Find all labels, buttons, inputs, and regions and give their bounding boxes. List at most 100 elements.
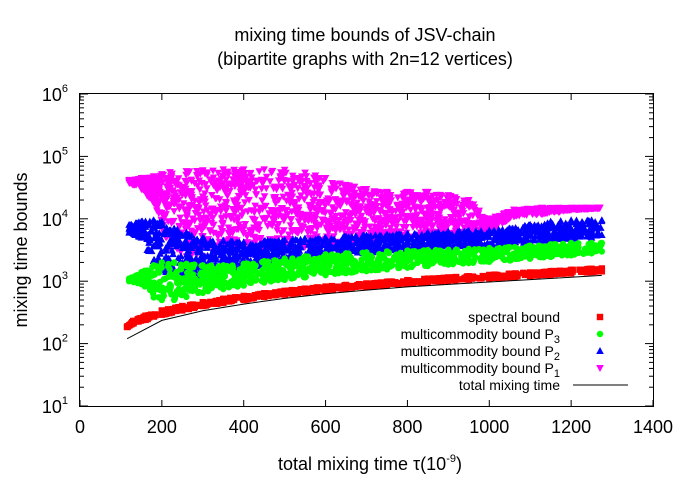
data-point xyxy=(285,231,293,239)
data-point xyxy=(223,169,232,177)
data-point xyxy=(233,201,242,209)
data-point xyxy=(328,180,337,188)
data-point xyxy=(131,180,140,188)
data-point xyxy=(207,299,214,306)
data-point xyxy=(191,197,199,205)
data-point xyxy=(511,224,520,232)
x-axis-label-main: total mixing time τ(10 xyxy=(278,454,446,474)
data-point xyxy=(271,241,280,249)
data-point xyxy=(473,238,482,246)
data-point xyxy=(546,217,555,225)
data-point xyxy=(465,276,473,283)
data-point xyxy=(598,239,606,247)
data-point xyxy=(375,242,384,250)
data-point xyxy=(169,250,177,258)
data-point xyxy=(398,280,405,287)
data-point xyxy=(383,188,391,196)
data-point xyxy=(274,274,282,281)
data-point xyxy=(198,233,207,241)
data-point xyxy=(301,213,310,221)
data-point xyxy=(427,217,436,225)
data-point xyxy=(431,203,440,211)
data-point xyxy=(286,264,293,271)
data-point xyxy=(335,256,342,264)
data-point xyxy=(504,233,512,241)
data-point xyxy=(343,220,352,228)
data-point xyxy=(240,244,249,252)
data-point xyxy=(190,217,199,225)
data-point xyxy=(474,210,483,218)
data-point xyxy=(310,246,319,254)
data-point xyxy=(163,203,172,211)
data-point xyxy=(184,219,193,227)
data-point xyxy=(239,172,247,180)
data-point xyxy=(241,192,250,200)
data-point xyxy=(193,204,201,212)
data-point xyxy=(465,259,473,267)
data-point xyxy=(514,271,521,278)
data-point xyxy=(361,224,369,232)
data-point xyxy=(501,218,510,226)
data-point xyxy=(199,240,208,248)
data-point xyxy=(592,223,601,231)
data-point xyxy=(190,229,198,237)
data-point xyxy=(184,243,192,251)
data-point xyxy=(181,177,189,185)
data-point xyxy=(140,275,148,283)
data-point xyxy=(158,311,166,318)
data-point xyxy=(408,218,417,226)
data-point xyxy=(521,221,529,229)
data-point xyxy=(462,219,470,227)
data-point xyxy=(481,273,489,280)
data-point xyxy=(152,283,160,290)
data-point xyxy=(445,261,452,268)
data-point xyxy=(311,180,320,188)
data-point xyxy=(409,248,416,255)
data-point xyxy=(201,181,210,189)
data-point xyxy=(328,204,337,212)
data-point xyxy=(282,197,291,205)
data-point xyxy=(564,268,572,275)
data-point xyxy=(271,193,280,201)
data-point xyxy=(349,244,358,252)
data-point xyxy=(255,208,264,216)
data-point xyxy=(212,195,221,203)
data-point xyxy=(301,289,309,296)
data-point xyxy=(362,254,369,261)
data-point xyxy=(377,194,385,202)
data-point xyxy=(485,215,494,223)
data-point xyxy=(182,228,191,236)
data-point xyxy=(234,205,243,213)
data-point xyxy=(449,274,456,282)
data-point xyxy=(199,262,206,269)
data-point xyxy=(220,285,227,293)
legend-label: multicommodity bound P3 xyxy=(401,326,560,346)
data-point xyxy=(191,261,198,268)
data-point xyxy=(367,282,374,290)
data-point xyxy=(404,264,411,271)
data-point xyxy=(511,243,518,251)
data-point xyxy=(207,219,216,227)
data-point xyxy=(239,166,248,174)
data-point xyxy=(534,270,542,277)
data-point xyxy=(386,239,395,247)
data-point xyxy=(162,246,171,254)
data-point xyxy=(221,272,229,279)
data-point xyxy=(386,194,394,202)
data-point xyxy=(418,230,426,238)
data-point xyxy=(333,222,342,230)
data-point xyxy=(166,281,174,288)
data-point xyxy=(547,204,556,212)
data-point xyxy=(170,200,179,208)
data-point xyxy=(180,221,189,229)
data-point xyxy=(547,253,554,261)
data-point xyxy=(559,240,567,248)
data-points xyxy=(123,166,606,340)
data-point xyxy=(199,289,206,297)
data-point xyxy=(350,194,358,202)
data-point xyxy=(260,166,268,174)
data-point xyxy=(527,205,535,213)
data-point xyxy=(378,203,387,211)
data-point xyxy=(486,275,493,282)
data-point xyxy=(147,190,156,198)
